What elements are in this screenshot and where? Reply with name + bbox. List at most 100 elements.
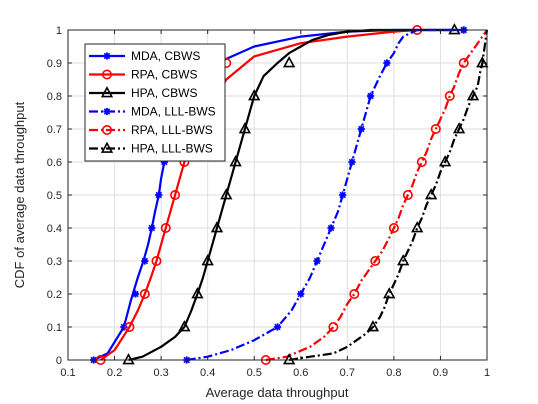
- x-tick-label: 0.5: [247, 367, 262, 379]
- series-marker-mda-cbws: [131, 290, 140, 298]
- series-marker-mda-lll-bws: [313, 257, 321, 265]
- y-tick-label: 0.4: [47, 223, 62, 235]
- series-marker-rpa-lll-bws: [349, 288, 360, 299]
- series-marker-hpa-lll-bws: [411, 221, 424, 233]
- y-tick-label: 1: [56, 25, 62, 37]
- legend-marker: [100, 141, 114, 153]
- legend-marker: [102, 125, 113, 136]
- x-tick-label: 1: [484, 367, 490, 379]
- series-marker-mda-cbws: [155, 191, 163, 199]
- x-tick-label: 0.8: [386, 367, 401, 379]
- series-marker-rpa-lll-bws: [328, 321, 339, 332]
- series-marker-rpa-cbws: [139, 288, 150, 299]
- series-marker-mda-lll-bws: [273, 323, 282, 331]
- x-tick-label: 0.9: [433, 367, 448, 379]
- y-tick-label: 0.8: [47, 91, 62, 103]
- series-marker-rpa-lll-bws: [370, 255, 381, 266]
- series-marker-mda-lll-bws-stroke: [348, 158, 356, 166]
- series-marker-hpa-lll-bws: [366, 320, 380, 332]
- series-marker-hpa-cbws: [210, 221, 224, 233]
- x-tick-label: 0.7: [340, 367, 355, 379]
- series-line-hpa-cbws: [128, 28, 455, 362]
- series-marker-mda-lll-bws: [357, 125, 365, 133]
- x-tick-label: 0.1: [60, 367, 75, 379]
- series-marker-hpa-cbws: [220, 188, 233, 200]
- y-tick-label: 0.2: [47, 289, 62, 301]
- x-tick-label: 0.6: [293, 367, 308, 379]
- series-marker-rpa-lll-bws: [416, 157, 427, 168]
- legend-label: HPA, CBWS: [131, 86, 197, 100]
- legend-label: MDA, LLL-BWS: [131, 105, 216, 119]
- x-tick-label: 0.2: [107, 367, 122, 379]
- axes-frame: [67, 29, 488, 361]
- series-marker-hpa-lll-bws: [424, 188, 438, 200]
- series-marker-hpa-lll-bws: [383, 287, 396, 299]
- series-marker-hpa-cbws: [248, 89, 261, 101]
- y-tick-label: 0.1: [47, 322, 62, 334]
- series-marker-hpa-cbws: [178, 320, 191, 332]
- legend-label: RPA, LLL-BWS: [131, 123, 213, 137]
- legend-label: RPA, CBWS: [131, 68, 197, 82]
- series-line-mda-lll-bws: [186, 28, 464, 362]
- series-marker-mda-lll-bws-stroke: [274, 323, 281, 331]
- legend-marker-stroke: [103, 52, 111, 60]
- series-marker-mda-cbws-stroke: [155, 191, 163, 199]
- legend-label: MDA, CBWS: [131, 49, 200, 63]
- legend-label: HPA, LLL-BWS: [131, 142, 213, 156]
- legend-box: [84, 43, 226, 162]
- series-marker-hpa-lll-bws: [452, 122, 466, 134]
- y-axis-label: CDF of average data throughput: [12, 101, 27, 288]
- x-tick-label: 0.3: [153, 367, 168, 379]
- series-marker-mda-cbws: [141, 257, 149, 265]
- series-marker-hpa-cbws: [229, 155, 242, 167]
- series-marker-mda-cbws-stroke: [148, 224, 156, 232]
- y-tick-label: 0.7: [47, 124, 62, 136]
- series-marker-rpa-cbws: [151, 255, 162, 266]
- series-line-rpa-lll-bws: [265, 29, 488, 362]
- series-marker-hpa-lll-bws: [466, 89, 480, 101]
- series-marker-mda-lll-bws: [339, 191, 347, 199]
- legend-marker: [102, 69, 113, 80]
- series-marker-hpa-lll-bws: [476, 56, 489, 68]
- legend-marker: [103, 107, 111, 116]
- series-marker-rpa-lll-bws: [458, 57, 469, 68]
- series-marker-mda-lll-bws: [367, 92, 375, 100]
- series-marker-mda-lll-bws-stroke: [297, 290, 305, 298]
- series-marker-mda-lll-bws: [348, 158, 356, 166]
- series-marker-hpa-lll-bws: [397, 254, 410, 266]
- series-marker-rpa-cbws: [160, 223, 171, 234]
- series-marker-mda-lll-bws-stroke: [383, 59, 391, 67]
- series-marker-mda-lll-bws: [383, 59, 391, 67]
- legend: MDA, CBWS RPA, CBWS HPA, CBWS MDA, LLL-BWS R…: [84, 43, 226, 162]
- series-marker-hpa-cbws: [191, 287, 204, 299]
- series-marker-rpa-cbws: [124, 321, 135, 332]
- series-marker-mda-lll-bws-stroke: [358, 125, 365, 133]
- series-marker-hpa-lll-bws: [438, 155, 452, 167]
- series-marker-rpa-lll-bws: [402, 190, 413, 201]
- series-marker-mda-lll-bws: [297, 290, 305, 298]
- x-axis-label: Average data throughput: [206, 385, 349, 400]
- series-marker-mda-cbws-stroke: [132, 290, 139, 298]
- series-marker-rpa-lll-bws: [388, 223, 399, 234]
- series-marker-hpa-cbws: [201, 254, 214, 266]
- series-marker-rpa-lll-bws: [430, 124, 441, 135]
- series-marker-rpa-lll-bws: [444, 91, 455, 102]
- series-marker-mda-lll-bws: [327, 224, 335, 232]
- series-marker-mda-cbws: [148, 224, 156, 232]
- series-marker-rpa-cbws: [170, 190, 181, 201]
- series-marker-mda-cbws-stroke: [141, 257, 149, 265]
- series-marker-hpa-lll-bws: [282, 353, 296, 365]
- series-marker-mda-lll-bws-stroke: [327, 224, 335, 232]
- series-marker-hpa-cbws: [122, 353, 135, 365]
- series-marker-mda-lll-bws-stroke: [367, 92, 374, 100]
- legend-marker: [100, 86, 114, 98]
- series-marker-mda-lll-bws-stroke: [313, 257, 321, 265]
- series-marker-mda-lll-bws-stroke: [339, 191, 346, 199]
- y-tick-label: 0.5: [47, 190, 62, 202]
- x-tick-label: 0.4: [200, 367, 215, 379]
- series-marker-hpa-cbws: [282, 56, 296, 68]
- series-marker-hpa-cbws: [238, 122, 252, 134]
- y-tick-label: 0.3: [47, 256, 62, 268]
- y-tick-label: 0.6: [47, 157, 62, 169]
